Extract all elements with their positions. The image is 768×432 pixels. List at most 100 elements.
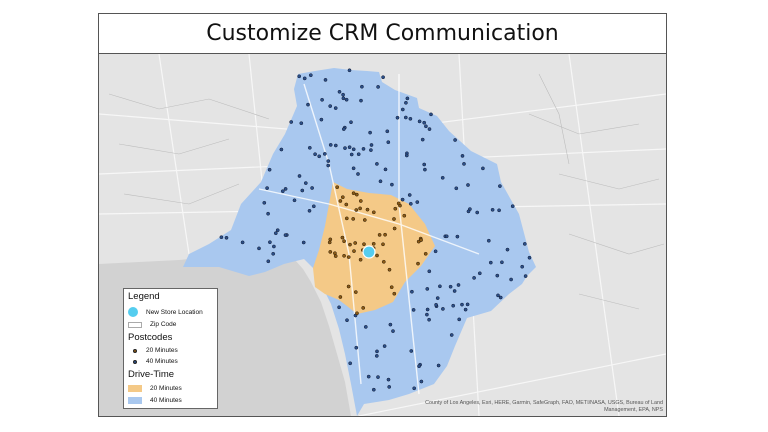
postcode-point-40 [300,188,305,193]
postcode-point-40 [408,201,413,206]
postcode-point-40 [498,184,502,188]
postcode-point-20 [389,285,394,290]
postcode-point-40 [400,107,405,112]
postcode-point-20 [377,233,382,237]
postcode-point-40 [385,129,390,134]
postcode-point-40 [422,120,427,125]
postcode-point-40 [310,186,314,190]
postcode-point-40 [344,97,349,102]
postcode-point-40 [262,200,267,205]
postcode-point-40 [326,159,331,163]
postcode-point-20 [392,217,396,221]
postcode-point-40 [333,106,338,110]
postcode-point-40 [481,166,485,171]
postcode-point-40 [462,162,466,166]
postcode-point-40 [302,76,307,81]
postcode-point-40 [408,116,413,121]
postcode-point-40 [328,143,333,147]
postcode-point-40 [420,137,425,142]
postcode-point-20 [375,253,379,258]
postcode-point-40 [378,179,383,184]
postcode-point-20 [365,207,370,212]
postcode-point-40 [490,207,495,212]
postcode-point-40 [359,98,363,103]
postcode-point-20 [393,206,398,211]
postcode-point-20 [383,232,387,237]
postcode-point-40 [488,260,493,265]
postcode-point-40 [341,127,346,131]
postcode-point-20 [352,249,356,253]
postcode-point-40 [422,162,427,167]
postcode-point-20 [392,291,397,296]
postcode-point-40 [434,302,438,307]
postcode-point-40 [466,183,470,187]
postcode-point-20 [419,238,423,242]
drivetime-20-swatch-icon [128,385,142,392]
postcode-point-40 [361,147,366,151]
postcode-point-40 [417,119,422,124]
postcode-point-40 [349,120,353,125]
postcode-point-40 [369,148,373,152]
postcode-point-40 [337,305,341,310]
postcode-point-20 [362,242,366,247]
postcode-point-20 [358,257,363,262]
postcode-point-40 [375,349,379,354]
postcode-point-40 [382,344,387,348]
postcode-point-20 [423,251,428,256]
postcode-point-40 [320,97,324,102]
postcode-point-40 [496,293,500,298]
zip-boundaries [108,73,665,310]
postcode-point-40 [497,208,501,213]
postcode-point-40 [219,235,224,240]
postcode-point-20 [353,290,358,294]
postcode-point-40 [460,154,465,158]
postcode-point-20 [387,267,392,272]
postcode-point-40 [417,364,421,369]
postcode-point-40 [267,167,272,172]
postcode-point-40 [425,307,430,312]
postcode-point-40 [454,186,459,191]
postcode-points-40-minutes [219,68,532,392]
postcode-point-20 [371,210,376,215]
postcode-point-40 [292,198,297,203]
postcode-point-40 [366,374,371,379]
postcode-point-40 [224,235,229,240]
postcode-point-40 [283,187,288,191]
postcode-point-40 [386,140,391,145]
postcode-point-40 [498,295,503,300]
legend-postcodes-title: Postcodes [128,332,173,343]
postcode-point-40 [415,200,420,204]
postcode-point-40 [404,153,409,158]
postcode-point-40 [348,361,353,366]
postcode-point-40 [460,302,464,307]
postcode-point-40 [391,329,395,333]
postcode-point-20 [354,208,359,212]
postcode-point-40 [317,154,322,159]
postcode-point-20 [327,240,332,245]
postcode-point-20 [354,192,359,197]
legend-postcode-20-label: 20 Minutes [146,347,178,354]
legend-item-drivetime-40: 40 Minutes [128,397,182,404]
zip-code-boundary-icon [128,321,142,328]
postcode-point-20 [335,185,340,190]
map-area[interactable]: Legend New Store Location Zip Code Postc… [99,54,666,416]
postcode-point-40 [451,303,456,308]
postcode-point-40 [368,130,372,135]
postcode-point-40 [297,174,302,178]
postcode-point-40 [455,234,460,239]
postcode-point-40 [369,143,374,147]
postcode-point-40 [390,182,394,187]
postcode-point-40 [307,145,312,150]
postcode-point-20 [392,226,397,231]
postcode-point-40 [323,78,328,82]
postcode-point-40 [347,68,352,73]
store-location-icon [128,307,138,317]
postcode-point-40 [427,269,432,274]
postcode-point-40 [275,228,280,233]
new-store-location-marker [362,245,376,259]
postcode-point-40 [472,276,476,280]
drivetime-40-swatch-icon [128,397,142,404]
postcode-point-40 [427,317,431,322]
postcode-points-20-minutes [327,185,428,316]
postcode-point-40 [303,181,308,185]
